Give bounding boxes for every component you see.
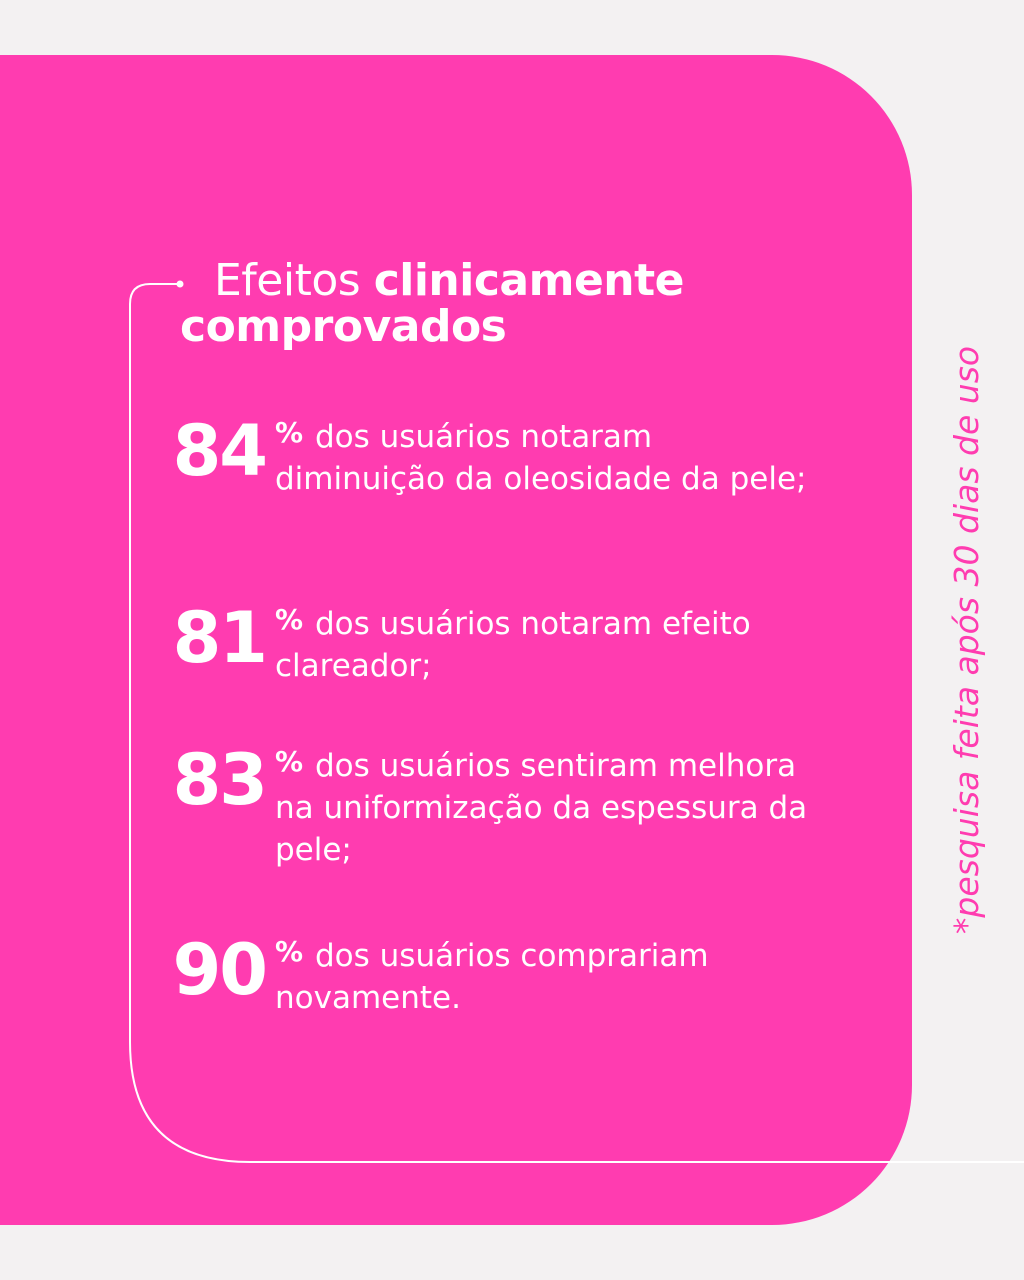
footnote: *pesquisa feita após 30 dias de uso: [947, 345, 986, 935]
stat-percent-sign: %: [275, 745, 304, 778]
stat-description: dos usuários notaram efeito clareador;: [275, 606, 751, 684]
title-light: Efeitos: [214, 255, 361, 306]
stat-description: dos usuários comprariam novamente.: [275, 938, 709, 1016]
stat-percent-sign: %: [275, 416, 304, 449]
page-title: Efeitos clinicamente comprovados: [180, 255, 685, 352]
title-bold-1: clinicamente: [373, 255, 685, 306]
stat-description: dos usuários sentiram melhora na uniform…: [275, 748, 808, 868]
stat-number: 84: [172, 410, 268, 492]
stat-number: 90: [172, 929, 268, 1011]
title-bold-2: comprovados: [180, 301, 507, 352]
stat-number: 83: [172, 739, 268, 821]
stat-description: dos usuários notaram diminuição da oleos…: [275, 419, 807, 497]
stat-percent-sign: %: [275, 935, 304, 968]
pink-card: [0, 55, 912, 1225]
stat-percent-sign: %: [275, 603, 304, 636]
stat-number: 81: [172, 597, 268, 679]
